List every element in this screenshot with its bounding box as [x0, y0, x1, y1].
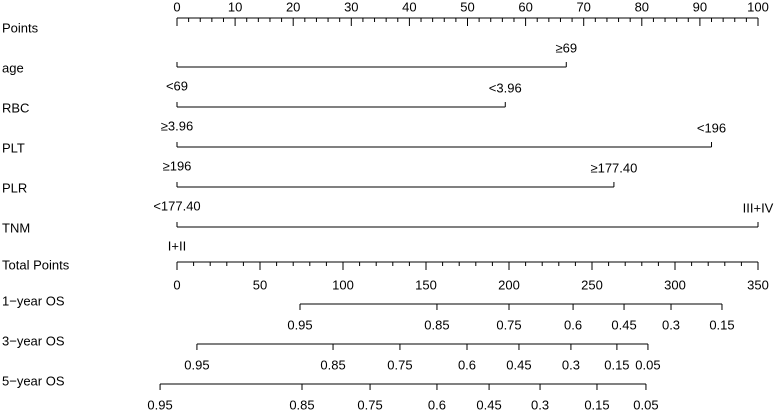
outcome-tick-label: 0.45	[506, 357, 531, 372]
level-label: ≥177.40	[590, 160, 637, 175]
tick-label: 60	[518, 0, 532, 14]
tick-label: 50	[253, 277, 267, 292]
outcome-tick-label: 0.15	[584, 397, 609, 412]
tick-label: 80	[635, 0, 649, 14]
outcome-tick-label: 0.75	[357, 397, 382, 412]
level-label: ≥3.96	[161, 118, 193, 133]
tick-label: 0	[173, 0, 180, 14]
outcome-tick-label: 0.6	[458, 357, 476, 372]
level-label: <177.40	[153, 198, 200, 213]
tick-label: 40	[402, 0, 416, 14]
outcome-tick-label: 0.85	[320, 357, 345, 372]
level-label: <69	[166, 78, 188, 93]
tick-label: 100	[747, 0, 769, 14]
level-label: ≥196	[163, 158, 192, 173]
row-label: TNM	[2, 220, 30, 235]
tick-label: 50	[460, 0, 474, 14]
outcome-tick-label: 0.75	[387, 357, 412, 372]
level-label: ≥69	[555, 40, 577, 55]
outcome-tick-label: 0.45	[611, 317, 636, 332]
tick-label: 350	[747, 277, 769, 292]
row-label: PLR	[2, 180, 27, 195]
tick-label: 70	[576, 0, 590, 14]
level-label: I+II	[168, 238, 186, 253]
outcome-tick-label: 0.3	[562, 357, 580, 372]
tick-label: 200	[498, 277, 520, 292]
row-label: RBC	[2, 100, 29, 115]
outcome-tick-label: 0.95	[184, 357, 209, 372]
outcome-tick-label: 0.45	[476, 397, 501, 412]
tick-label: 150	[415, 277, 437, 292]
row-label: 3−year OS	[2, 333, 65, 348]
outcome-tick-label: 0.15	[709, 317, 734, 332]
tick-label: 100	[332, 277, 354, 292]
row-label: Points	[2, 20, 39, 35]
row-label: Total Points	[2, 257, 70, 272]
outcome-tick-label: 0.05	[635, 357, 660, 372]
outcome-tick-label: 0.95	[147, 397, 172, 412]
outcome-tick-label: 0.3	[662, 317, 680, 332]
outcome-tick-label: 0.05	[633, 397, 658, 412]
level-label: III+IV	[743, 200, 774, 215]
level-label: <3.96	[489, 80, 522, 95]
tick-label: 250	[581, 277, 603, 292]
outcome-tick-label: 0.6	[564, 317, 582, 332]
outcome-tick-label: 0.85	[289, 397, 314, 412]
row-label: PLT	[2, 140, 25, 155]
tick-label: 300	[664, 277, 686, 292]
tick-label: 0	[173, 277, 180, 292]
tick-label: 30	[344, 0, 358, 14]
outcome-tick-label: 0.6	[428, 397, 446, 412]
tick-label: 90	[693, 0, 707, 14]
level-label: <196	[697, 120, 726, 135]
outcome-tick-label: 0.95	[287, 317, 312, 332]
outcome-tick-label: 0.3	[531, 397, 549, 412]
outcome-tick-label: 0.85	[424, 317, 449, 332]
row-label: 1−year OS	[2, 293, 65, 308]
row-label: age	[2, 60, 24, 75]
outcome-tick-label: 0.15	[604, 357, 629, 372]
tick-label: 20	[286, 0, 300, 14]
outcome-tick-label: 0.75	[496, 317, 521, 332]
row-label: 5−year OS	[2, 373, 65, 388]
tick-label: 10	[228, 0, 242, 14]
